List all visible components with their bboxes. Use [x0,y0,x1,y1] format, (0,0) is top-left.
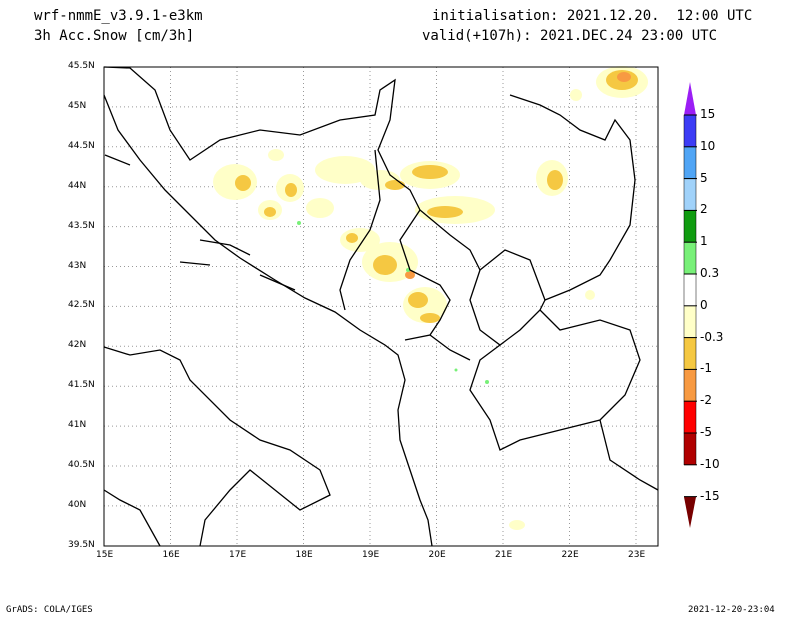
colorbar-label: -2 [700,393,712,408]
lat-label: 41.5N [68,380,95,391]
valid-time: valid(+107h): 2021.DEC.24 23:00 UTC [422,28,718,44]
lon-label: 18E [295,550,313,560]
lat-label: 39.5N [68,539,95,550]
lon-label: 22E [561,550,579,560]
lat-label: 40N [68,499,87,510]
colorbar-segment [683,400,697,434]
colorbar-segment [683,369,697,402]
colorbar-segment [683,337,697,370]
variable-title: 3h Acc.Snow [cm/3h] [34,28,195,44]
colorbar-label: -15 [700,488,720,503]
colorbar-segment [683,114,697,148]
colorbar-segment [683,241,697,275]
colorbar-bottom-arrow [684,497,696,528]
lat-label: 45.5N [68,61,95,71]
colorbar-label: 15 [700,107,716,121]
plot-frame [103,66,659,547]
lat-label: 45N [68,100,87,111]
footer-left: GrADS: COLA/IGES [6,605,93,615]
colorbar-label: 1 [700,234,708,249]
colorbar-segment [683,210,697,243]
colorbar-label: -5 [700,425,712,439]
lat-label: 44.5N [68,140,95,151]
snow-areas [213,66,648,530]
lon-label: 23E [628,550,646,560]
colorbar-label: 10 [700,138,716,153]
colorbar-label: -0.3 [700,329,724,344]
coastlines-borders [103,66,659,547]
colorbar [683,82,697,528]
colorbar-segment [683,273,697,307]
lat-label: 42N [68,340,87,351]
lat-label: 41N [68,420,87,431]
lon-label: 21E [495,550,513,560]
lat-label: 42.5N [68,300,95,311]
colorbar-segment [683,432,697,466]
footer-right: 2021-12-20-23:04 [688,605,775,615]
colorbar-label: 2 [700,202,708,217]
colorbar-segment [683,178,697,211]
lat-label: 40.5N [68,460,95,470]
colorbar-label: 5 [700,170,708,185]
lon-label: 16E [162,550,180,560]
colorbar-top-arrow [684,82,696,115]
colorbar-label: -1 [700,361,712,376]
lon-label: 20E [428,550,446,560]
lat-label: 43.5N [68,220,95,231]
colorbar-label: 0.3 [700,266,720,280]
init-time: initialisation: 2021.12.20. 12:00 UTC [432,8,753,24]
lon-label: 19E [362,550,380,560]
lat-label: 43N [68,260,87,271]
colorbar-label: 0 [700,297,708,312]
model-title: wrf-nmmE_v3.9.1-e3km [34,8,203,24]
colorbar-segment [683,305,697,338]
colorbar-label: -10 [700,456,720,471]
grid-lines [104,67,658,546]
lon-label: 17E [229,550,247,560]
lat-label: 44N [68,180,87,191]
colorbar-segment [683,146,697,179]
lon-label: 15E [96,550,114,560]
